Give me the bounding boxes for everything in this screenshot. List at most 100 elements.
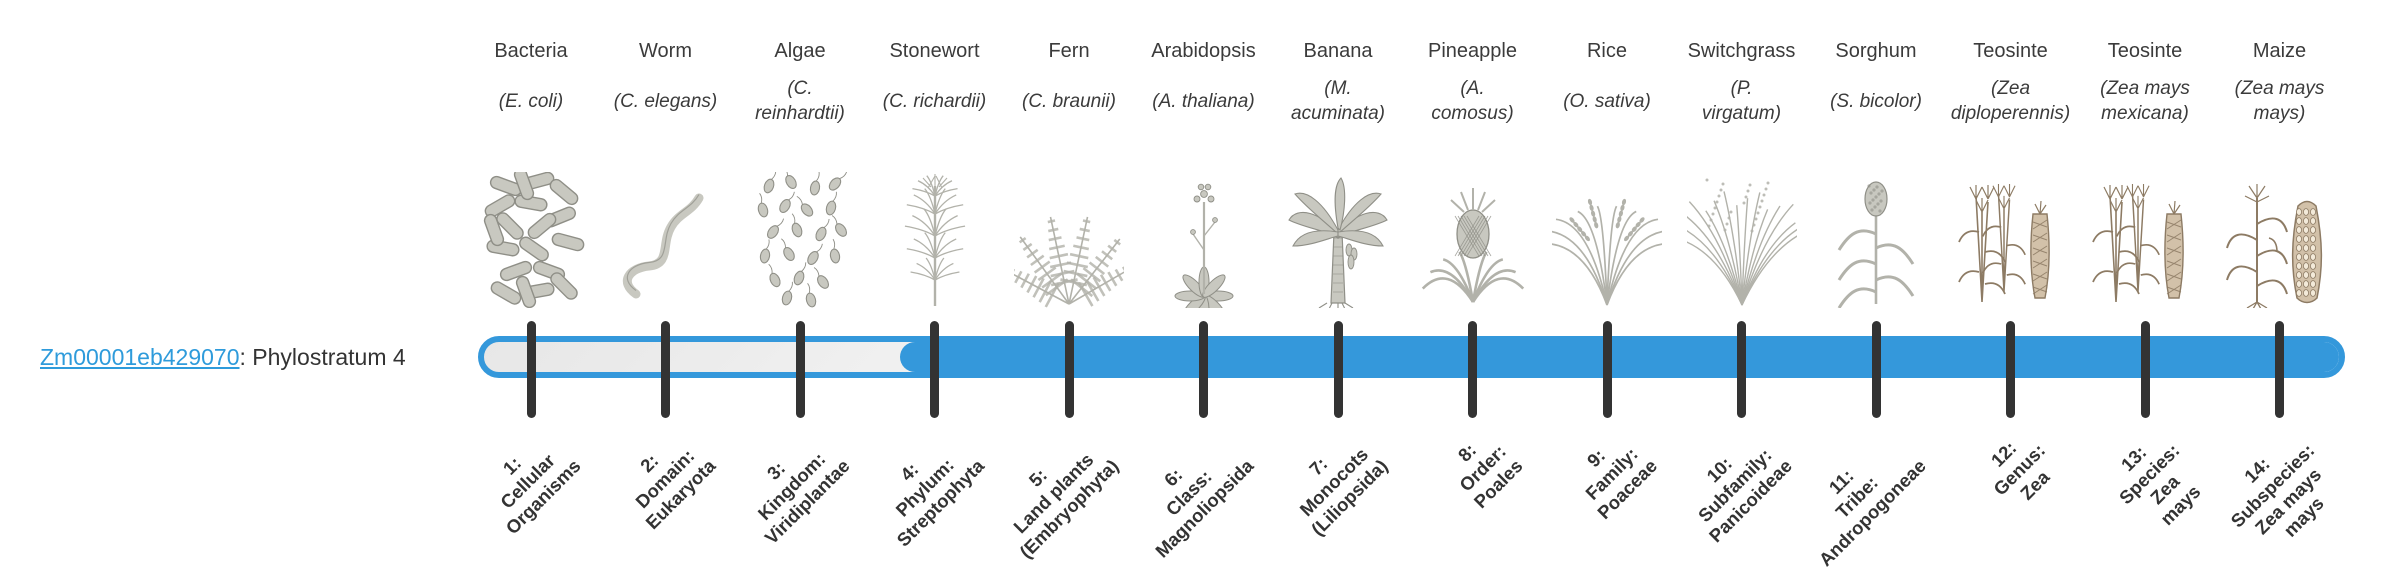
stratum-tick xyxy=(1871,321,1881,418)
stratum-tick-label: 11: Tribe: Andropogoneae xyxy=(1784,424,1931,571)
stratum-tick-label: 4: Phylum: Streptophyta xyxy=(862,424,989,551)
species-name-line: virgatum) xyxy=(1701,103,1782,124)
organism-species-name: (A. comosus) xyxy=(1393,72,1553,130)
phylostratum-bar-fill xyxy=(900,342,2339,372)
organism-species-name: (Zea diploperennis) xyxy=(1931,72,2091,130)
gene-separator: : xyxy=(239,344,253,370)
organism-label: Stonewort (C. richardii) xyxy=(855,38,1015,130)
organism-common-name: Fern xyxy=(1048,40,1090,62)
species-name-line: mexicana) xyxy=(2101,103,2189,124)
stratum-tick-label: 3: Kingdom: Viridiplantae xyxy=(730,424,855,549)
stratum-tick xyxy=(2140,321,2150,418)
sorghum-icon xyxy=(1821,172,1931,308)
organism-common-name: Stonewort xyxy=(889,40,980,62)
organism-species-name: (A. thaliana) xyxy=(1124,72,1284,130)
organism-species-name: (S. bicolor) xyxy=(1796,72,1956,130)
stratum-tick-label: 13: Species: Zea mays xyxy=(2099,424,2215,540)
species-name-line: mays) xyxy=(2253,103,2306,124)
stratum-tick-label: 10: Subfamily: Panicoideae xyxy=(1673,424,1796,547)
arabidopsis-icon xyxy=(1149,172,1259,308)
stonewort-icon xyxy=(880,172,990,308)
organism-label: Arabidopsis (A. thaliana) xyxy=(1124,38,1284,130)
species-name-line: (M. xyxy=(1324,78,1352,99)
organism-label: Teosinte (Zea mays mexicana) xyxy=(2065,38,2225,130)
stratum-tick xyxy=(1199,321,1208,418)
organism-label: Switchgrass (P. virgatum) xyxy=(1662,38,1822,130)
species-name-line: (E. coli) xyxy=(498,90,564,112)
organism-species-name: (P. virgatum) xyxy=(1662,72,1822,130)
stratum-tick xyxy=(1468,321,1477,418)
species-name-line: (Zea mays xyxy=(2234,78,2325,99)
stratum-tick xyxy=(526,321,536,418)
species-name-line: comosus) xyxy=(1431,103,1514,124)
organism-species-name: (O. sativa) xyxy=(1527,72,1687,130)
stratum-tick xyxy=(1602,321,1612,418)
organism-common-name: Switchgrass xyxy=(1687,40,1796,62)
maize-icon xyxy=(2225,172,2335,308)
organism-label: Worm (C. elegans) xyxy=(586,38,746,130)
species-name-line: diploperennis) xyxy=(1950,103,2071,124)
organism-common-name: Pineapple xyxy=(1428,40,1517,62)
species-name-line: (Zea xyxy=(1990,78,2031,99)
worm-icon xyxy=(611,172,721,308)
organism-common-name: Algae xyxy=(774,40,826,62)
species-name-line: (P. xyxy=(1730,78,1753,99)
phylostratum-label: Phylostratum 4 xyxy=(252,344,406,370)
organism-common-name: Arabidopsis xyxy=(1151,40,1256,62)
stratum-tick-label: 12: Genus: Zea xyxy=(1973,424,2065,516)
fern-icon xyxy=(1014,172,1124,308)
organism-common-name: Maize xyxy=(2252,40,2307,62)
pineapple-icon xyxy=(1418,172,1528,308)
rice-icon xyxy=(1552,172,1662,308)
species-name-line: (A. thaliana) xyxy=(1152,90,1255,112)
organism-common-name: Rice xyxy=(1586,40,1627,62)
stratum-tick xyxy=(930,321,939,418)
switchgrass-icon xyxy=(1686,172,1797,308)
organism-label: Teosinte (Zea diploperennis) xyxy=(1931,38,2091,130)
species-name-line: (C. braunii) xyxy=(1022,90,1116,112)
stratum-tick xyxy=(2275,321,2284,418)
species-name-line: (C. elegans) xyxy=(613,90,718,112)
organism-common-name: Worm xyxy=(639,40,692,62)
organism-species-name: (C. braunii) xyxy=(989,72,1149,130)
stratum-tick-label: 8: Order: Poales xyxy=(1438,424,1527,513)
species-name-line: (S. bicolor) xyxy=(1830,90,1922,112)
stratum-tick-label: 1: Cellular Organisms xyxy=(471,424,586,539)
stratum-tick-label: 14: Subspecies: Zea mays mays xyxy=(2210,424,2349,563)
gene-row-label: Zm00001eb429070: Phylostratum 4 xyxy=(40,344,406,370)
organism-species-name: (Zea mays mays) xyxy=(2200,72,2360,130)
stratum-tick xyxy=(2006,321,2015,418)
species-name-line: reinhardtii) xyxy=(755,103,845,124)
gene-id-link[interactable]: Zm00001eb429070 xyxy=(40,344,240,370)
species-name-line: (A. xyxy=(1460,78,1485,99)
species-name-line: (Zea mays xyxy=(2100,78,2190,99)
stratum-tick-label: 7: Monocots (Liliopsida) xyxy=(1276,424,1392,540)
teosinte-icon xyxy=(1956,172,2066,308)
organism-label: Maize (Zea mays mays) xyxy=(2200,38,2360,130)
organism-common-name: Bacteria xyxy=(494,40,568,62)
algae-icon xyxy=(745,172,855,308)
stratum-tick-label: 5: Land plants (Embryophyta) xyxy=(985,424,1124,563)
organism-label: Rice (O. sativa) xyxy=(1527,38,1687,130)
organism-common-name: Teosinte xyxy=(2107,40,2183,62)
organism-label: Banana (M. acuminata) xyxy=(1258,38,1418,130)
organism-label: Algae (C. reinhardtii) xyxy=(720,38,880,130)
stratum-tick-label: 9: Family: Poaceae xyxy=(1562,424,1662,524)
stratum-tick-label: 2: Domain: Eukaryota xyxy=(610,424,720,534)
organism-label: Sorghum (S. bicolor) xyxy=(1796,38,1956,130)
banana-icon xyxy=(1283,172,1393,308)
organism-species-name: (C. richardii) xyxy=(855,72,1015,130)
organism-species-name: (Zea mays mexicana) xyxy=(2065,72,2225,130)
species-name-line: acuminata) xyxy=(1291,103,1385,124)
teosinte-icon xyxy=(2090,172,2200,308)
organism-label: Pineapple (A. comosus) xyxy=(1393,38,1553,130)
phylostratum-bar xyxy=(478,336,2345,378)
stratum-tick xyxy=(1064,321,1074,418)
organism-label: Bacteria (E. coli) xyxy=(451,38,611,130)
bacteria-icon xyxy=(476,172,586,308)
stratum-tick xyxy=(1333,321,1343,418)
stratum-tick xyxy=(661,321,670,418)
organism-species-name: (C. reinhardtii) xyxy=(720,72,880,130)
organism-species-name: (E. coli) xyxy=(451,72,611,130)
